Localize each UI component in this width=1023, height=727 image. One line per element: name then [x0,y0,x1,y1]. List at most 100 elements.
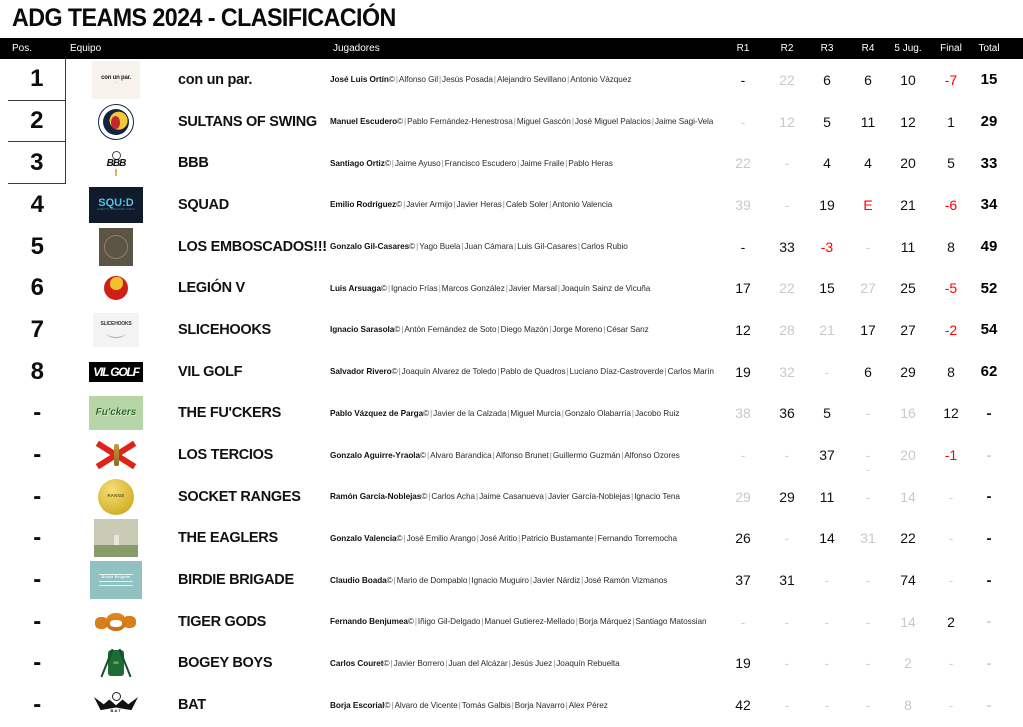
players-list: Gonzalo Gil-Casares © | Yago Buela | Jua… [330,242,628,252]
table-row[interactable]: - THE EAGLERS Gonzalo Valencia © | José Em… [0,518,1023,560]
table-row[interactable]: 6 LEGIÓN V Luis Arsuaga © | Ignacio Frías … [0,267,1023,309]
position-cell: 4 [30,190,44,218]
table-row[interactable]: - Birdie Brigade BIRDIE BRIGADE Claudio Boa… [0,559,1023,601]
position-cell: 1 [8,59,66,101]
position-cell: 5 [30,232,44,260]
team-name: BAT [178,697,206,714]
table-row[interactable]: 8 VIL GOLF VIL GOLF Salvador Rivero © | Joa… [0,351,1023,393]
score-5jug: 11 [900,238,916,255]
table-row[interactable]: - Fu'ckers THE FU'CKERS Pablo Vázquez de Pa… [0,393,1023,435]
score-r1: - [740,71,746,88]
score-r1: 19 [735,655,751,672]
score-r4: 6 [864,363,872,380]
score-total: 29 [980,113,998,131]
score-r3: - [824,572,830,589]
score-r4: - [865,488,871,505]
team-name: con un par. [178,71,253,88]
score-r4: 31 [860,530,876,547]
score-r1: 12 [735,321,751,338]
score-r4: 27 [860,280,876,297]
score-r3: 21 [819,321,835,338]
position-cell: - [33,566,41,594]
team-logo-icon [89,269,143,307]
team-logo-cell [80,267,152,309]
table-row[interactable]: - BB BOGEY BOYS Carlos Couret © | Javier Bo… [0,643,1023,685]
score-final: 2 [947,613,955,630]
team-logo-icon [89,103,143,141]
table-row[interactable]: - BAT BAT Borja Escorial © | Alvaro de Vice… [0,684,1023,726]
team-logo-icon [89,603,143,641]
team-logo-cell [80,101,152,143]
score-5jug: 21 [900,196,916,213]
team-name: SOCKET RANGES [178,488,301,505]
score-r1: 19 [735,363,751,380]
team-logo-icon: SLICEHOOKS [89,311,143,349]
team-logo-cell [80,434,152,476]
players-list: Carlos Couret © | Javier Borrero | Juan … [330,658,620,668]
table-row[interactable]: 4 SQU:D ALWAYS SPEAKING GOLF SQUAD Emilio Ro… [0,184,1023,226]
score-final: - [948,530,954,547]
score-r3: -3 [820,238,834,255]
team-name: TIGER GODS [178,613,267,630]
table-row[interactable]: 2 SULTANS OF SWING Manuel Escudero © | Pab… [0,100,1023,143]
column-header-5jug: 5 Jug. [894,43,922,54]
players-list: Manuel Escudero © | Pablo Fernández-Hene… [330,117,714,127]
team-name: THE EAGLERS [178,530,278,547]
score-final: -6 [944,196,958,213]
team-name: SULTANS OF SWING [178,113,317,130]
score-r3: 14 [819,530,835,547]
table-row[interactable]: 1 con un par. ~ con un par. José Luis Ortín … [0,59,1023,101]
team-logo-icon [89,227,143,266]
position-cell: - [33,399,41,427]
team-name: SQUAD [178,196,229,213]
score-r2: 28 [779,321,795,338]
column-header-team: Equipo [70,43,102,54]
team-logo-icon: BAT [89,686,143,724]
score-final: - [948,572,954,589]
score-r4: E [863,196,873,213]
column-header-r3: R3 [820,43,834,54]
table-row[interactable]: 7 SLICEHOOKS SLICEHOOKS Ignacio Sarasola © … [0,309,1023,351]
score-r2: - [784,196,790,213]
score-final: -7 [944,71,958,88]
score-r2: 31 [779,572,795,589]
score-r3: 15 [819,280,835,297]
team-logo-icon: SQU:D ALWAYS SPEAKING GOLF [89,186,143,224]
score-final: - [948,697,954,714]
players-list: Claudio Boada © | Mario de Dompablo | Ig… [330,575,668,585]
players-list: Luis Arsuaga © | Ignacio Frías | Marcos … [330,283,651,293]
team-logo-icon: BBB [89,144,143,182]
score-r2: 33 [779,238,795,255]
score-r4: 17 [860,321,876,338]
score-total: - [986,404,992,422]
team-logo-cell: SQU:D ALWAYS SPEAKING GOLF [80,184,152,226]
score-total: 33 [980,154,998,172]
score-r3: 5 [823,405,831,422]
score-5jug: 27 [900,321,916,338]
score-r1: - [740,238,746,255]
score-r1: - [740,447,746,464]
score-r4: - [865,405,871,422]
table-row[interactable]: 5 LOS EMBOSCADOS!!! Gonzalo Gil-Casares © … [0,226,1023,268]
score-r4: - [865,447,871,464]
team-logo-cell [80,601,152,643]
score-total: - [986,529,992,547]
score-5jug: 20 [900,155,916,172]
column-header-final: Final [940,43,962,54]
team-logo-icon [89,519,143,558]
score-total: - [986,613,992,631]
team-logo-cell: SLICEHOOKS [80,309,152,351]
table-row[interactable]: - TIGER GODS Fernando Benjumea © | Iñigo G… [0,601,1023,643]
column-header-pos: Pos. [12,43,33,54]
score-r3: - [824,613,830,630]
team-name: LOS TERCIOS [178,447,273,464]
table-row[interactable]: 3 BBB BBB Santiago Ortiz © | Jaime Ayuso | … [0,142,1023,185]
score-final: - [948,488,954,505]
table-row[interactable]: - LOS TERCIOS Gonzalo Aguirre-Yraola © | A… [0,434,1023,477]
column-header-r4: R4 [861,43,875,54]
table-row[interactable]: - RANGE SOCKET RANGES Ramón García-Noblejas… [0,476,1023,518]
position-cell: 2 [8,100,66,143]
score-r2: - [784,613,790,630]
score-r1: 38 [735,405,751,422]
score-r4: - [865,697,871,714]
